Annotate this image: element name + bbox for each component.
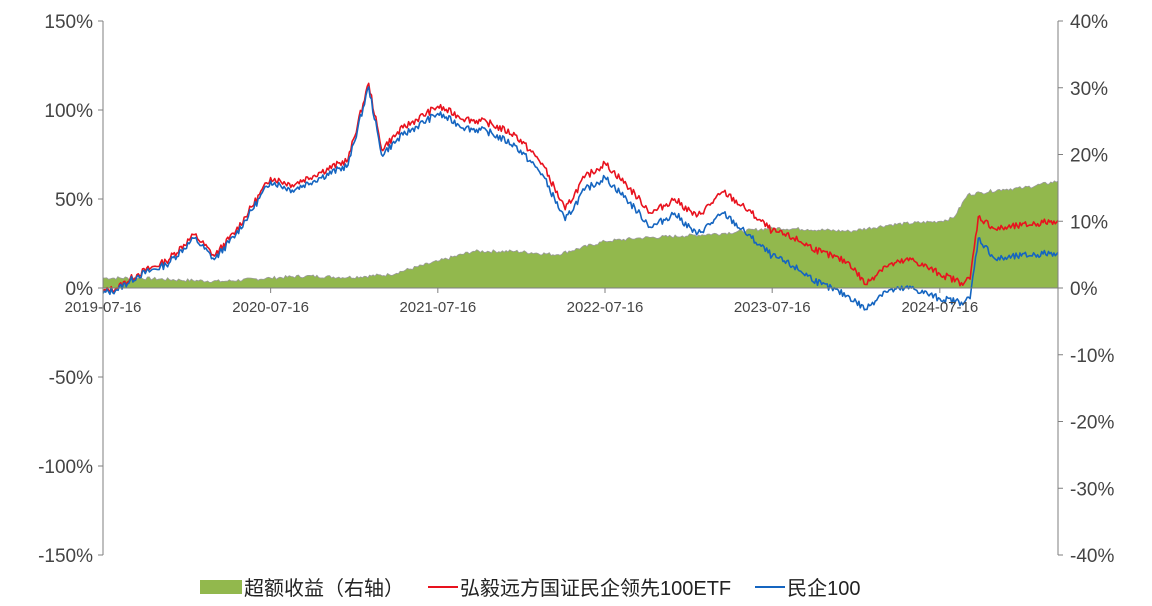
legend-swatch-index: [755, 585, 786, 588]
left-tick-label: 100%: [44, 101, 93, 122]
legend-item-excess: 超额收益（右轴）: [200, 572, 404, 601]
right-tick-label: -10%: [1070, 346, 1114, 367]
legend-label-index: 民企100: [787, 578, 861, 600]
right-tick-label: 10%: [1070, 212, 1108, 233]
x-tick-label: 2019-07-16: [65, 299, 142, 316]
right-tick-label: -30%: [1070, 479, 1114, 500]
left-tick-label: -50%: [49, 368, 93, 389]
legend: 超额收益（右轴） 弘毅远方国证民企领先100ETF 民企100: [200, 572, 885, 601]
legend-label-excess: 超额收益（右轴）: [244, 578, 404, 600]
right-tick-label: 20%: [1070, 146, 1108, 167]
left-tick-label: 0%: [66, 279, 94, 300]
price-lines-layer: [102, 82, 1059, 311]
right-tick-label: -20%: [1070, 413, 1114, 434]
legend-label-etf: 弘毅远方国证民企领先100ETF: [460, 578, 732, 600]
x-tick-label: 2024-07-16: [901, 299, 978, 316]
right-tick-label: 0%: [1070, 279, 1098, 300]
left-tick-label: -100%: [38, 457, 93, 478]
axes-layer: 150% 100% 50% 0% -50% -100% -150% 40% 30% 20% 10% 0…: [38, 12, 1114, 567]
right-tick-label: -40%: [1070, 546, 1114, 567]
x-tick-label: 2023-07-16: [734, 299, 811, 316]
left-tick-label: -150%: [38, 546, 93, 567]
right-tick-label: 30%: [1070, 79, 1108, 100]
legend-item-etf: 弘毅远方国证民企领先100ETF: [428, 572, 731, 601]
left-tick-label: 150%: [44, 12, 93, 33]
index-series-line: [102, 86, 1059, 311]
left-tick-label: 50%: [55, 190, 93, 211]
x-tick-label: 2021-07-16: [399, 299, 476, 316]
x-tick-label: 2020-07-16: [232, 299, 309, 316]
legend-swatch-etf: [428, 585, 458, 588]
chart: 150% 100% 50% 0% -50% -100% -150% 40% 30% 20% 10% 0…: [38, 12, 1114, 567]
etf-series-line: [102, 82, 1059, 294]
excess-return-area: [102, 180, 1059, 289]
x-tick-label: 2022-07-16: [567, 299, 644, 316]
legend-swatch-excess: [200, 579, 242, 594]
excess-return-area-layer: [102, 180, 1059, 289]
legend-item-index: 民企100: [755, 572, 861, 601]
right-tick-label: 40%: [1070, 12, 1108, 33]
